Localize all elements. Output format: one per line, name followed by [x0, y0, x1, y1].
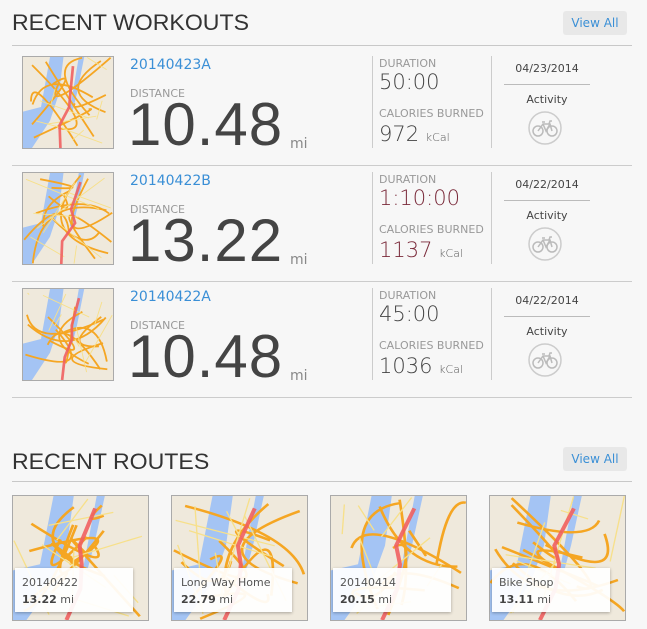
route-caption: Long Way Home 22.79 mi: [174, 568, 292, 612]
distance-unit: mi: [290, 136, 308, 152]
routes-view-all-button[interactable]: View All: [563, 447, 627, 471]
route-distance-unit: mi: [60, 593, 75, 606]
route-card[interactable]: 20140414 20.15 mi: [330, 495, 467, 621]
calories-label: CALORIES BURNED: [379, 339, 484, 352]
activity-label: Activity: [526, 93, 568, 106]
divider: [372, 56, 373, 148]
workout-name-link[interactable]: 20140422B: [130, 173, 211, 189]
divider: [504, 84, 590, 85]
duration-value: 50:00: [379, 70, 440, 94]
workout-date: 04/22/2014: [515, 294, 579, 307]
route-caption: 20140422 13.22 mi: [15, 568, 133, 612]
route-map-thumbnail[interactable]: [22, 288, 114, 381]
route-card[interactable]: Bike Shop 13.11 mi: [489, 495, 626, 621]
route-map-thumbnail[interactable]: [22, 56, 114, 149]
workout-date: 04/23/2014: [515, 62, 579, 75]
workout-date: 04/22/2014: [515, 178, 579, 191]
calories-label: CALORIES BURNED: [379, 223, 484, 236]
duration-label: DURATION: [379, 289, 437, 302]
bicycle-icon: [528, 111, 562, 145]
divider: [372, 288, 373, 380]
workout-row[interactable]: 20140422B DISTANCE 13.22 mi DURATION 1:1…: [12, 166, 632, 282]
workout-name-link[interactable]: 20140422A: [130, 289, 211, 305]
calories-unit: kCal: [425, 131, 450, 144]
activity-label: Activity: [526, 209, 568, 222]
bicycle-icon: [528, 343, 562, 377]
route-distance-unit: mi: [537, 593, 552, 606]
calories-value: 1137: [379, 238, 433, 262]
route-caption: 20140414 20.15 mi: [333, 568, 451, 612]
route-distance-unit: mi: [378, 593, 393, 606]
route-distance-unit: mi: [219, 593, 234, 606]
route-name: Long Way Home: [181, 576, 271, 589]
route-distance: 13.11: [499, 593, 534, 606]
divider: [491, 56, 492, 148]
duration-value: 45:00: [379, 302, 440, 326]
calories-label: CALORIES BURNED: [379, 107, 484, 120]
distance-value: 13.22: [128, 207, 284, 274]
duration-label: DURATION: [379, 173, 437, 186]
bicycle-icon: [528, 227, 562, 261]
route-caption: Bike Shop 13.11 mi: [492, 568, 610, 612]
distance-label: DISTANCE: [130, 203, 185, 216]
duration-value: 1:10:00: [379, 186, 460, 210]
divider: [491, 172, 492, 264]
calories-unit: kCal: [439, 247, 463, 260]
route-map-thumbnail[interactable]: [22, 172, 114, 265]
distance-label: DISTANCE: [130, 87, 185, 100]
route-name: 20140422: [22, 576, 78, 589]
route-distance: 22.79: [181, 593, 216, 606]
recent-routes-heading: RECENT ROUTES: [12, 449, 210, 474]
calories-value: 1036: [379, 354, 433, 378]
distance-value: 10.48: [128, 91, 284, 158]
divider: [12, 45, 632, 46]
workout-row[interactable]: 20140422A DISTANCE 10.48 mi DURATION 45:…: [12, 282, 632, 398]
divider: [12, 481, 632, 482]
divider: [491, 288, 492, 380]
duration-label: DURATION: [379, 57, 437, 70]
route-card[interactable]: Long Way Home 22.79 mi: [171, 495, 308, 621]
route-name: 20140414: [340, 576, 396, 589]
distance-value: 10.48: [128, 323, 284, 390]
workouts-view-all-button[interactable]: View All: [563, 11, 627, 35]
recent-workouts-heading: RECENT WORKOUTS: [12, 10, 250, 35]
divider: [504, 200, 590, 201]
activity-label: Activity: [526, 325, 568, 338]
workout-row[interactable]: 20140423A DISTANCE 10.48 mi DURATION 50:…: [12, 50, 632, 166]
workout-name-link[interactable]: 20140423A: [130, 57, 211, 73]
route-distance: 20.15: [340, 593, 375, 606]
route-distance: 13.22: [22, 593, 57, 606]
distance-unit: mi: [290, 252, 308, 268]
calories-unit: kCal: [439, 363, 463, 376]
route-card[interactable]: 20140422 13.22 mi: [12, 495, 149, 621]
distance-label: DISTANCE: [130, 319, 185, 332]
calories-value: 972: [379, 122, 420, 146]
route-name: Bike Shop: [499, 576, 554, 589]
divider: [504, 316, 590, 317]
divider: [372, 172, 373, 264]
distance-unit: mi: [290, 368, 308, 384]
